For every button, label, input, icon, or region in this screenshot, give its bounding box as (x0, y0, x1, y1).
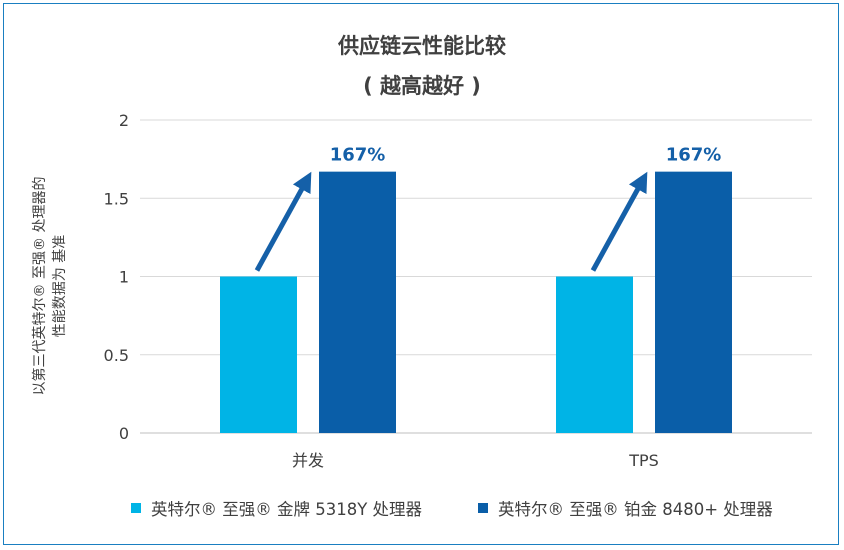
bar (655, 171, 732, 433)
legend-swatch-5318y (131, 503, 141, 513)
y-tick-label: 0 (119, 424, 129, 443)
legend-label-5318y: 英特尔® 至强® 金牌 5318Y 处理器 (151, 500, 423, 519)
y-tick-label: 2 (119, 111, 129, 130)
increase-arrow (254, 171, 312, 272)
increase-arrow (590, 171, 648, 272)
y-tick-label: 1 (119, 268, 129, 287)
legend-item-5318y: 英特尔® 至强® 金牌 5318Y 处理器 (131, 496, 422, 520)
data-label: 167% (666, 145, 722, 166)
bar (319, 171, 396, 433)
legend-label-8480: 英特尔® 至强® 铂金 8480+ 处理器 (498, 500, 773, 519)
bar (220, 276, 297, 433)
legend-swatch-8480 (478, 503, 488, 513)
bar (556, 276, 633, 433)
y-tick-label: 0.5 (104, 346, 129, 365)
chart-title: 供应链云性能比较 (338, 34, 506, 58)
legend-item-8480: 英特尔® 至强® 铂金 8480+ 处理器 (478, 496, 773, 520)
legend: 英特尔® 至强® 金牌 5318Y 处理器 英特尔® 至强® 铂金 8480+ … (0, 496, 844, 522)
y-tick-label: 1.5 (104, 189, 129, 208)
data-label: 167% (330, 145, 386, 166)
x-tick-label: 并发 (292, 451, 324, 470)
x-tick-label: TPS (628, 451, 659, 470)
chart-subtitle: ( 越高越好 ) (363, 74, 481, 98)
